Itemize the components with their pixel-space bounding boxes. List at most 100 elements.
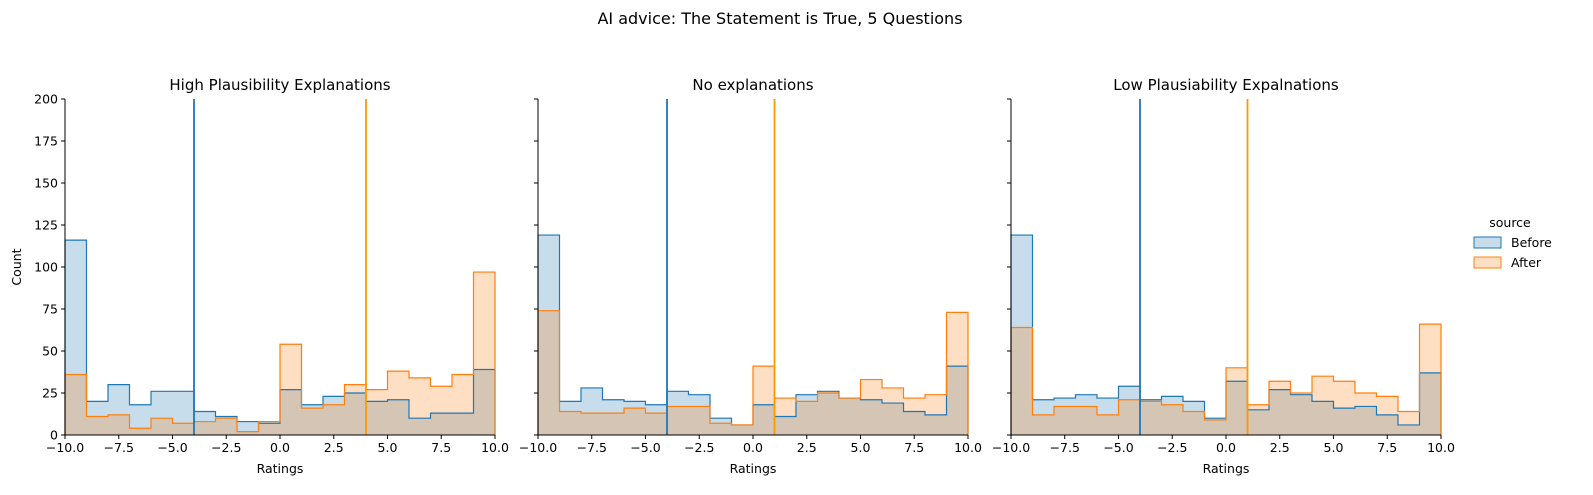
bar-after-15 (387, 371, 409, 435)
bar-before-15 (860, 399, 882, 435)
x-tick-label-5: 2.5 (797, 440, 817, 455)
bar-after-15 (860, 379, 882, 435)
x-tick-label-0: −10.0 (992, 440, 1030, 455)
bar-after-2 (108, 414, 130, 435)
bar-before-4 (151, 391, 173, 435)
bar-after-0 (538, 310, 560, 435)
legend-label-after: After (1511, 255, 1542, 270)
bar-after-13 (817, 393, 839, 435)
x-tick-label-5: 2.5 (1270, 440, 1290, 455)
bar-after-18 (452, 374, 474, 435)
x-tick-label-8: 10.0 (954, 440, 982, 455)
bar-before-6 (194, 411, 216, 435)
y-tick-label-5: 125 (34, 218, 58, 233)
bar-before-2 (581, 387, 603, 435)
x-tick-label-0: −10.0 (519, 440, 557, 455)
bar-after-1 (86, 416, 108, 435)
bar-before-15 (1333, 408, 1355, 435)
bar-before-13 (817, 391, 839, 435)
bar-before-10 (753, 404, 775, 435)
bar-after-0 (1011, 327, 1033, 435)
bar-after-17 (430, 386, 452, 435)
bar-after-7 (688, 406, 710, 435)
bar-before-19 (1419, 372, 1441, 435)
bar-after-9 (258, 421, 280, 435)
y-tick-label-6: 150 (34, 176, 58, 191)
bar-after-6 (1140, 401, 1162, 435)
bar-after-8 (237, 431, 259, 435)
bar-after-13 (344, 384, 366, 435)
y-tick-label-4: 100 (34, 260, 58, 275)
y-tick-label-1: 25 (42, 386, 58, 401)
bar-before-8 (1183, 401, 1205, 435)
bar-before-19 (946, 366, 968, 435)
y-tick-label-7: 175 (34, 134, 58, 149)
bar-before-2 (108, 384, 130, 435)
panel-0-title: High Plausibility Explanations (169, 76, 390, 94)
bar-after-13 (1290, 393, 1312, 435)
bar-before-4 (624, 401, 646, 435)
bar-before-13 (1290, 394, 1312, 435)
legend-label-before: Before (1511, 235, 1552, 250)
bar-after-5 (1118, 399, 1140, 435)
panel-2: −10.0 −7.5 −5.0 −2.5 0.0 2.5 5.0 7.5 10.0 Low Pl… (992, 76, 1455, 476)
bar-before-16 (409, 418, 431, 435)
x-tick-label-5: 2.5 (324, 440, 344, 455)
x-tick-label-8: 10.0 (481, 440, 509, 455)
bar-after-4 (624, 408, 646, 435)
x-tick-label-7: 7.5 (431, 440, 451, 455)
bar-before-19 (473, 369, 495, 435)
bar-before-15 (387, 399, 409, 435)
bar-before-11 (301, 404, 323, 435)
bar-before-0 (65, 240, 87, 435)
panel-1-xlabel: Ratings (730, 461, 777, 476)
step-outline-after (64, 271, 496, 435)
x-tick-label-2: −5.0 (630, 440, 660, 455)
bar-before-16 (1355, 406, 1377, 435)
x-tick-label-3: −2.5 (684, 440, 714, 455)
y-tick-label-8: 200 (34, 92, 58, 107)
bar-before-7 (1161, 396, 1183, 435)
bar-after-2 (1054, 406, 1076, 435)
panel-1-title: No explanations (692, 76, 813, 94)
bar-before-7 (215, 416, 237, 435)
bar-before-10 (280, 389, 302, 435)
panel-0-xlabel: Ratings (257, 461, 304, 476)
bar-after-11 (301, 408, 323, 435)
x-tick-label-6: 5.0 (1324, 440, 1344, 455)
y-tick-label-3: 75 (42, 302, 58, 317)
bar-after-19 (946, 312, 968, 435)
bar-before-12 (796, 394, 818, 435)
y-tick-label-2: 50 (42, 344, 58, 359)
bar-after-5 (172, 423, 194, 435)
x-tick-label-3: −2.5 (1157, 440, 1187, 455)
bar-before-13 (344, 393, 366, 435)
bar-after-17 (1376, 396, 1398, 435)
bar-after-6 (667, 406, 689, 435)
panel-0-marks: −10.0 −7.5 −5.0 −2.5 0.0 2.5 5.0 7.5 10.0 0 25 50 75… (34, 92, 509, 456)
panel-0-ylabel: Count (9, 248, 24, 285)
bar-before-9 (731, 424, 753, 435)
bar-after-9 (731, 424, 753, 435)
bar-before-1 (86, 401, 108, 435)
bar-before-18 (925, 414, 947, 435)
bar-before-11 (1247, 409, 1269, 435)
panel-0: −10.0 −7.5 −5.0 −2.5 0.0 2.5 5.0 7.5 10.0 0 25 50 75… (9, 76, 509, 476)
bar-after-5 (645, 413, 667, 435)
x-tick-label-1: −7.5 (104, 440, 134, 455)
legend-title: source (1489, 215, 1531, 230)
legend: source Before After (1473, 215, 1552, 270)
bar-before-5 (645, 404, 667, 435)
bar-after-3 (602, 413, 624, 435)
x-tick-label-1: −7.5 (577, 440, 607, 455)
step-outline-after (537, 310, 969, 435)
bar-after-3 (129, 428, 151, 435)
x-tick-label-4: 0.0 (1216, 440, 1236, 455)
x-tick-label-1: −7.5 (1050, 440, 1080, 455)
bar-before-16 (882, 403, 904, 435)
bar-after-14 (366, 389, 388, 435)
bar-before-8 (710, 418, 732, 435)
bar-after-10 (753, 366, 775, 435)
x-tick-label-7: 7.5 (1377, 440, 1397, 455)
